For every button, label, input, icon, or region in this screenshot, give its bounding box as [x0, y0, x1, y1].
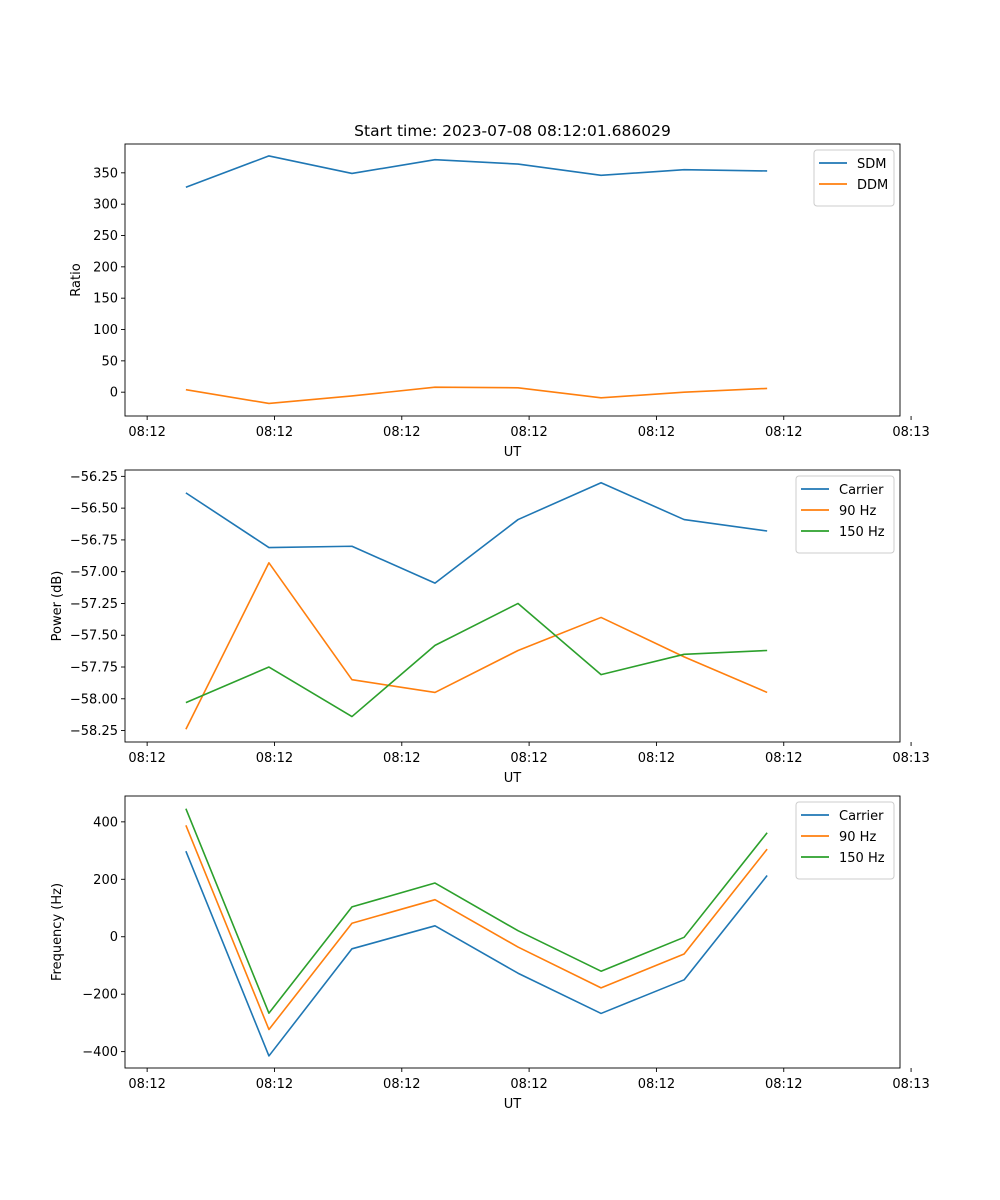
legend-box	[795, 801, 895, 880]
y-axis-label: Ratio	[69, 263, 84, 296]
legend-label: 90 Hz	[839, 504, 876, 519]
y-tick-label: 150	[93, 292, 118, 307]
x-tick-label: 08:12	[128, 425, 165, 440]
series-line-carrier	[185, 850, 768, 1057]
y-tick-label: 0	[110, 386, 118, 401]
x-tick-label: 08:12	[510, 1077, 547, 1092]
plot-area	[125, 144, 900, 416]
y-tick-label: 400	[93, 815, 118, 830]
y-tick-label: −56.50	[70, 502, 118, 517]
x-tick-label: 08:12	[638, 425, 675, 440]
legend-box	[795, 475, 895, 554]
series-line-carrier	[185, 481, 768, 584]
legend-label: 150 Hz	[839, 525, 885, 540]
x-tick-label: 08:12	[765, 425, 802, 440]
x-tick-label: 08:12	[765, 751, 802, 766]
x-tick-label: 08:13	[892, 1077, 929, 1092]
x-axis-label: UT	[504, 445, 522, 460]
plot-frame	[124, 795, 901, 1069]
y-axis-label: Power (dB)	[50, 571, 65, 642]
series-line-150-hz	[185, 808, 768, 1014]
series-line-sdm	[185, 155, 768, 188]
x-tick-label: 08:12	[128, 751, 165, 766]
y-tick-label: 200	[93, 873, 118, 888]
y-tick-label: −57.75	[70, 661, 118, 676]
x-tick-label: 08:12	[638, 1077, 675, 1092]
legend-box	[813, 149, 895, 207]
y-tick-label: 200	[93, 260, 118, 275]
x-tick-label: 08:12	[256, 425, 293, 440]
legend-label: 90 Hz	[839, 830, 876, 845]
series-line-90-hz	[185, 824, 768, 1031]
x-tick-label: 08:12	[383, 1077, 420, 1092]
x-tick-label: 08:12	[383, 425, 420, 440]
chart-panel-2: 08:12 08:12 08:12 08:12 08:12 08:12 08:13 −58.2…	[50, 469, 930, 786]
series-line-90-hz	[185, 561, 768, 730]
y-tick-label: −57.25	[70, 597, 118, 612]
legend-label: DDM	[857, 178, 888, 193]
y-tick-label: 300	[93, 198, 118, 213]
x-axis-label: UT	[504, 1097, 522, 1112]
x-tick-label: 08:13	[892, 751, 929, 766]
x-tick-label: 08:12	[638, 751, 675, 766]
legend-label: 150 Hz	[839, 851, 885, 866]
y-axis-label: Frequency (Hz)	[50, 883, 65, 981]
y-tick-label: 50	[101, 354, 118, 369]
y-tick-label: −58.25	[70, 724, 118, 739]
x-tick-label: 08:12	[256, 1077, 293, 1092]
legend: SDM DDM	[813, 149, 895, 207]
x-tick-label: 08:13	[892, 425, 929, 440]
y-tick-label: −57.50	[70, 629, 118, 644]
y-tick-label: −400	[82, 1045, 118, 1060]
y-tick-label: 100	[93, 323, 118, 338]
chart-panel-3: 08:12 08:12 08:12 08:12 08:12 08:12 08:13 −400 −…	[50, 795, 930, 1112]
plot-frame	[124, 469, 901, 743]
y-tick-label: −200	[82, 988, 118, 1003]
y-tick-label: −58.00	[70, 692, 118, 707]
y-tick-label: −57.00	[70, 565, 118, 580]
y-tick-label: −56.25	[70, 470, 118, 485]
plot-frame	[124, 143, 901, 417]
y-tick-label: 250	[93, 229, 118, 244]
legend: Carrier 90 Hz 150 Hz	[795, 475, 895, 554]
series-line-ddm	[185, 386, 768, 405]
y-tick-label: 0	[110, 930, 118, 945]
x-tick-label: 08:12	[510, 425, 547, 440]
x-tick-label: 08:12	[256, 751, 293, 766]
x-tick-label: 08:12	[765, 1077, 802, 1092]
x-tick-label: 08:12	[510, 751, 547, 766]
x-tick-label: 08:12	[383, 751, 420, 766]
x-tick-label: 08:12	[128, 1077, 165, 1092]
y-tick-label: 350	[93, 166, 118, 181]
chart-title: Start time: 2023-07-08 08:12:01.686029	[354, 122, 671, 140]
series-line-150-hz	[185, 602, 768, 718]
chart-panel-1: 08:12 08:12 08:12 08:12 08:12 08:12 08:13 0 50 10…	[69, 122, 930, 460]
x-axis-label: UT	[504, 771, 522, 786]
legend-label: SDM	[857, 157, 886, 172]
y-tick-label: −56.75	[70, 533, 118, 548]
legend-label: Carrier	[839, 483, 884, 498]
plot-area	[125, 796, 900, 1068]
legend: Carrier 90 Hz 150 Hz	[795, 801, 895, 880]
legend-label: Carrier	[839, 809, 884, 824]
